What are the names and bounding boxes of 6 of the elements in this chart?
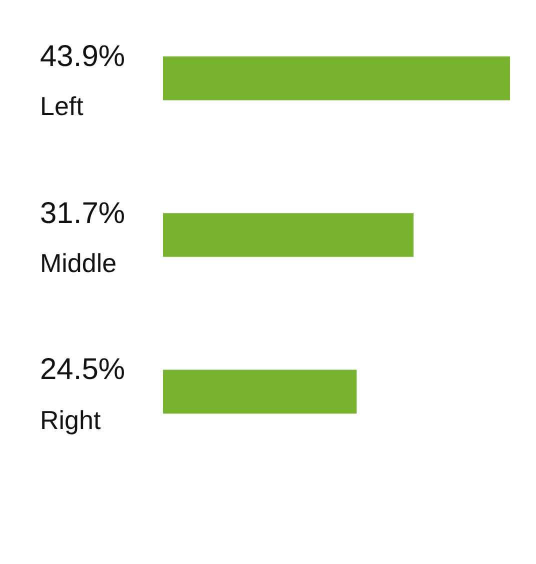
y-tick-label: Left <box>40 91 84 121</box>
y-tick-label: Middle <box>40 248 117 278</box>
y-tick-label: Right <box>40 405 102 435</box>
data-label: 24.5% <box>40 353 126 386</box>
data-label: 43.9% <box>40 40 126 73</box>
data-label: 31.7% <box>40 197 126 230</box>
